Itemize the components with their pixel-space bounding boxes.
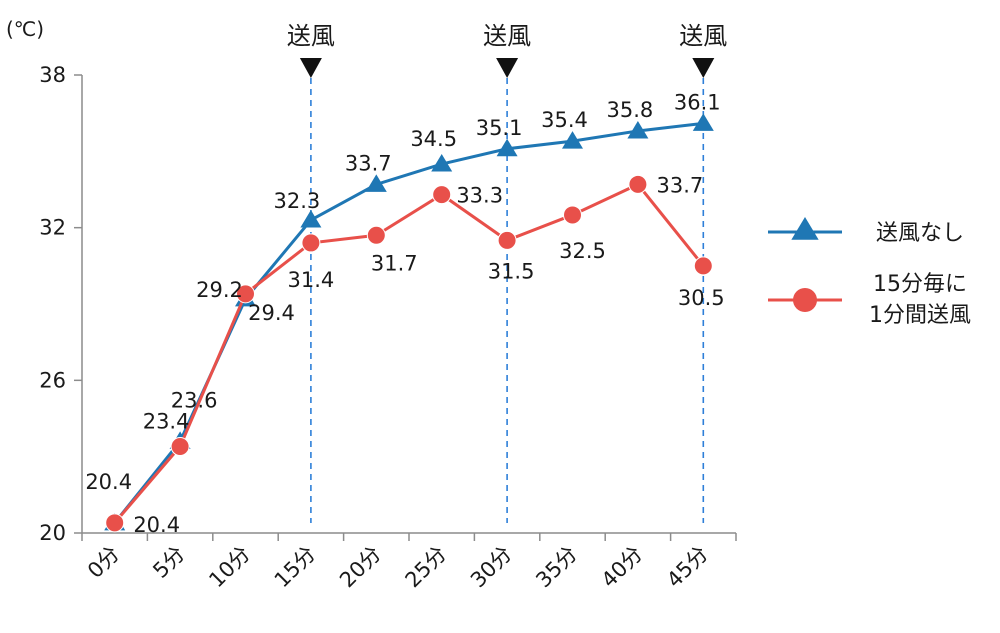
legend-circle-icon: [793, 288, 817, 312]
down-triangle-marker: [299, 58, 322, 78]
data-label: 29.2: [196, 278, 243, 302]
data-label: 34.5: [410, 127, 457, 151]
legend-triangle-icon: [791, 217, 819, 240]
y-tick-label: 26: [39, 368, 66, 392]
legend: 送風なし 15分毎に 1分間送風: [768, 217, 971, 328]
y-tick-label: 38: [39, 63, 66, 87]
x-tick-label: 15分: [270, 542, 321, 593]
data-label: 31.5: [488, 259, 535, 283]
data-label: 35.8: [607, 98, 654, 122]
annotation-label: 送風: [679, 22, 727, 50]
data-label: 35.4: [541, 108, 588, 132]
triangle-marker: [562, 131, 583, 149]
x-tick-label: 0分: [83, 542, 124, 583]
data-label: 23.6: [171, 388, 218, 412]
circle-marker: [105, 513, 125, 533]
data-label: 20.4: [133, 513, 180, 537]
series-line: [113, 121, 704, 524]
data-label: 31.7: [371, 251, 418, 275]
circle-marker: [693, 256, 713, 276]
data-labels: 20.4 23.6 29.2 32.3 33.7 34.5 35.1 35.4 35.8 36.1…: [85, 90, 724, 536]
triangle-marker: [692, 113, 714, 131]
x-tick-label: 30分: [466, 542, 517, 593]
data-label: 33.7: [345, 151, 392, 175]
triangle-marker: [431, 154, 453, 172]
data-label: 29.4: [248, 301, 295, 325]
y-unit-label: (℃): [6, 17, 44, 41]
down-triangle-marker: [692, 58, 715, 78]
triangle-marker: [365, 174, 387, 192]
x-tick-label: 20分: [335, 542, 386, 593]
data-label: 31.4: [288, 268, 335, 292]
data-label: 32.3: [274, 189, 321, 213]
x-tick-label: 35分: [531, 542, 582, 593]
data-label: 23.4: [143, 409, 190, 433]
data-label: 33.7: [657, 173, 704, 197]
annotation-label: 送風: [287, 22, 335, 50]
data-label: 20.4: [85, 470, 132, 494]
triangle-marker: [627, 120, 649, 139]
circle-marker: [497, 230, 517, 250]
circle-marker: [563, 205, 582, 225]
data-label: 36.1: [674, 90, 721, 114]
x-tick-label: 40分: [597, 542, 648, 593]
triangle-marker: [496, 138, 518, 157]
annotations: 送風 送風 送風: [287, 22, 727, 523]
y-tick-label: 32: [39, 216, 66, 240]
data-label: 30.5: [678, 286, 725, 310]
circle-marker: [170, 436, 190, 456]
legend-label: 送風なし: [876, 221, 964, 246]
data-label: 35.1: [476, 116, 523, 140]
circle-marker: [432, 185, 452, 205]
circle-marker: [236, 284, 255, 304]
x-tick-label: 5分: [148, 542, 189, 583]
series-layer: [104, 113, 714, 533]
x-tick-label: 45分: [662, 542, 713, 593]
down-triangle-marker: [496, 58, 519, 78]
annotation-label: 送風: [483, 22, 531, 50]
legend-label: 15分毎に 1分間送風: [869, 272, 971, 328]
series-line: [113, 182, 705, 524]
circle-marker: [301, 233, 321, 253]
circle-marker: [366, 225, 386, 245]
data-label: 32.5: [559, 239, 606, 263]
circle-marker: [628, 174, 648, 194]
x-tick-label: 10分: [204, 542, 255, 593]
triangle-marker: [300, 210, 322, 228]
x-tick-label: 25分: [401, 542, 452, 593]
data-label: 33.3: [456, 184, 503, 208]
y-tick-label: 20: [39, 521, 66, 545]
